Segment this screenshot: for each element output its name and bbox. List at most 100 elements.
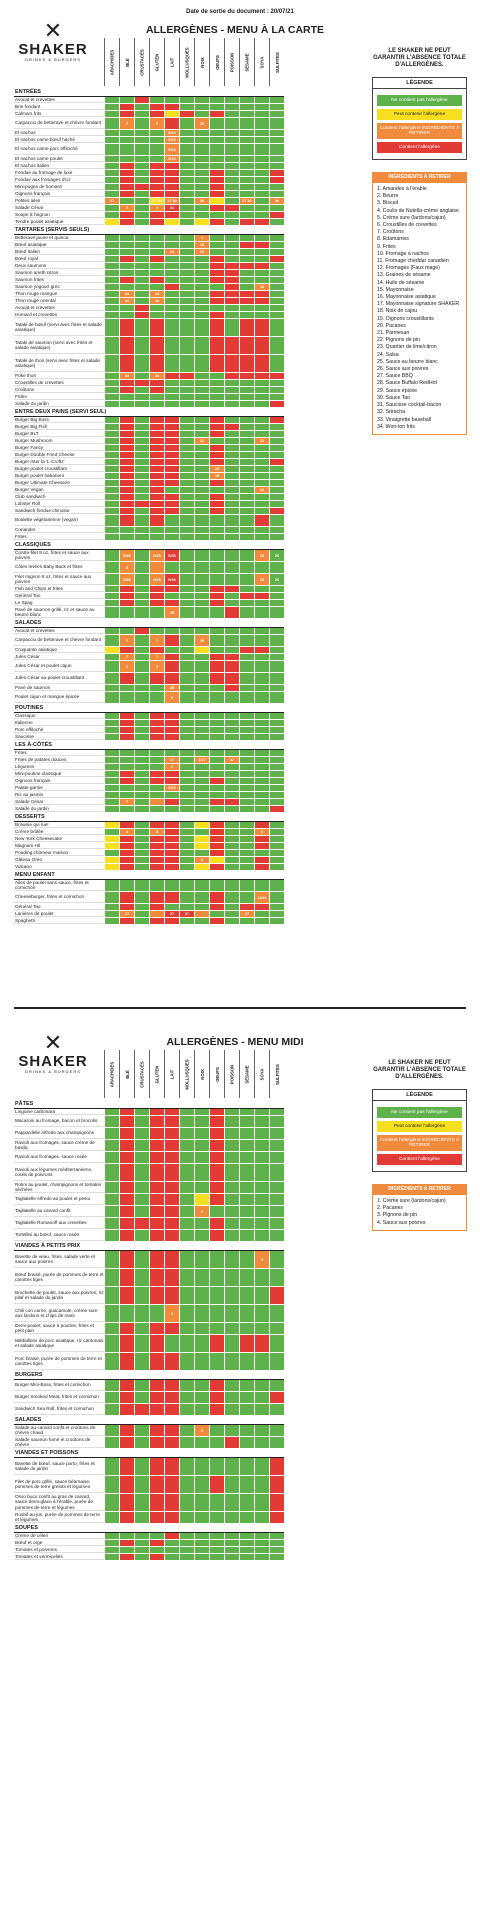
allergen-cell [209,685,224,691]
allergen-cell [209,562,224,573]
allergen-cell [269,647,284,653]
allergen-cell [194,661,209,672]
allergen-cell [254,880,269,891]
allergen-cell [134,452,149,458]
allergen-cell [269,1512,284,1523]
allergen-cell [119,764,134,770]
section-title: TARTARES (SERVIS SEULS) [14,226,284,235]
allergen-cell [179,720,194,726]
allergen-cell [209,864,224,870]
allergen-cell [134,205,149,211]
allergen-cell [224,586,239,592]
allergen-cell [149,156,164,162]
allergen-cell [119,184,134,190]
allergen-cell [179,501,194,507]
allergen-cell [194,829,209,835]
allergen-cell [134,574,149,585]
allergen-cell [224,1128,239,1139]
table-row: Salade du jardin [14,401,284,408]
allergen-cell [239,527,254,533]
allergen-cell [194,734,209,740]
allergen-cell [269,284,284,290]
allergen-cell [164,720,179,726]
allergen-cell [269,277,284,283]
allergen-cell [134,1404,149,1415]
allergen-cell [164,111,179,117]
allergen-cell [209,778,224,784]
allergen-cell [209,1140,224,1151]
allergen-cell [104,607,119,618]
allergen-cell [254,156,269,162]
allergen-cell [224,918,239,924]
allergen-cell [269,778,284,784]
allergen-cell [254,562,269,573]
allergen-cell [194,337,209,354]
allergen-cell [104,1540,119,1546]
allergen-cell [239,720,254,726]
allergen-cell [104,1335,119,1352]
ingredient-item: 32. Sriracha [377,409,405,416]
allergen-cell [134,144,149,155]
allergen-cell [134,515,149,526]
allergen-cell [164,170,179,176]
allergen-cell [104,1380,119,1391]
dish-name: Tagliatelle au canard confit [14,1206,104,1217]
allergen-cell [194,574,209,585]
allergen-cell [164,1554,179,1560]
allergen-cell [179,864,194,870]
allergen-cell [224,235,239,241]
allergen-cell: 7 [119,205,134,211]
allergen-cell [134,713,149,719]
allergen-cell [119,111,134,117]
allergen-cell [164,734,179,740]
ingredients-title: INGRÉDIENTS À RETIRER [372,172,467,182]
allergen-cell [134,163,149,169]
allergen-cell [194,1128,209,1139]
allergen-cell [134,904,149,910]
dish-name: Ailes de poulet sans sauce, frites et co… [14,880,104,891]
allergen-label: ARACHIDES [109,49,115,75]
allergen-cell [164,562,179,573]
allergen-cell [194,843,209,849]
allergen-cell [224,771,239,777]
allergen-cell [164,1353,179,1370]
allergen-cell [149,452,164,458]
allergen-cell [164,534,179,540]
allergen-cell [134,1140,149,1151]
allergen-cell [194,1380,209,1391]
table-row: Ravioli aux fromages, sauce crème de bas… [14,1140,284,1152]
ingredient-item: 4. Coulis de Nutella-crème anglaise [377,207,459,214]
allergen-cell [134,628,149,634]
dish-name: Général Tao [14,593,104,599]
allergen-cell [254,494,269,500]
allergen-cell [239,104,254,110]
table-row: Thon rouge mangue 34 34 [14,291,284,298]
allergen-cell [239,857,254,863]
allergen-cell [254,607,269,618]
allergen-cell [269,628,284,634]
allergen-cell [179,508,194,514]
allergen-cell [269,156,284,162]
allergen-cell [224,163,239,169]
allergen-cell [224,1164,239,1181]
dish-name: Avocat et crevettes [14,305,104,311]
table-row: Salade César 7 [14,799,284,806]
allergen-cell [119,750,134,756]
allergen-cell [104,501,119,507]
allergen-cell [194,850,209,856]
allergen-cell [164,1404,179,1415]
allergen-cell [224,1206,239,1217]
allergen-cell [104,534,119,540]
allergen-cell [194,534,209,540]
allergen-cell [164,270,179,276]
dish-name: Ravioli aux légumes méditerranéens, coul… [14,1164,104,1181]
allergen-cell [269,177,284,183]
allergen-cell [104,654,119,660]
allergen-cell [194,1547,209,1553]
allergen-cell [269,1392,284,1403]
allergen-cell [224,459,239,465]
allergen-cell [104,892,119,903]
allergen-cell [164,904,179,910]
ingredient-item: 30. Sauce Tao [377,394,411,401]
allergen-cell [209,337,224,354]
